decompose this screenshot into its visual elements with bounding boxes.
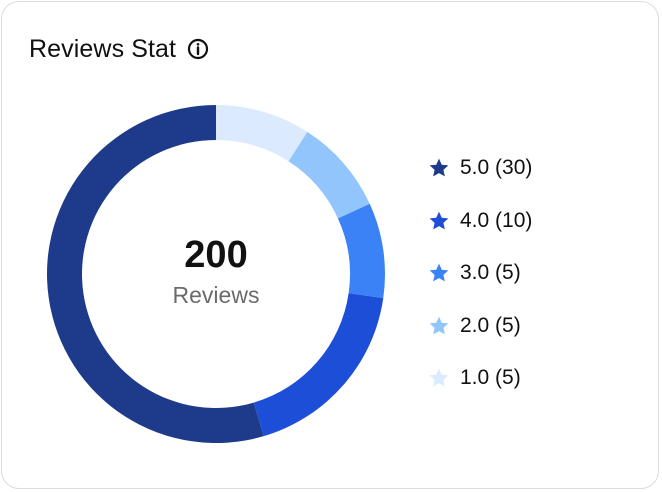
legend-star-shape (429, 316, 449, 334)
star-icon (429, 368, 449, 387)
donut-slice-5-0[interactable] (46, 105, 264, 444)
legend-label: 3.0 (5) (460, 261, 521, 284)
legend-label: 1.0 (5) (460, 366, 521, 389)
donut-slice-4-0[interactable] (253, 293, 384, 437)
reviews-donut-chart: 200 Reviews (46, 104, 386, 444)
legend-label: 4.0 (10) (460, 208, 533, 232)
legend-item-4-star: 4.0 (10) (428, 205, 628, 237)
info-circle-icon[interactable] (186, 37, 210, 61)
donut-slice-1-0[interactable] (216, 105, 308, 162)
legend-item-3-star: 3.0 (5) (428, 257, 628, 289)
star-icon (429, 158, 449, 177)
donut-slice-2-0[interactable] (288, 131, 370, 219)
star-icon (429, 316, 449, 334)
legend-item-1-star: 1.0 (5) (428, 362, 628, 394)
legend-star-shape (429, 211, 449, 229)
legend-label: 5.0 (30) (460, 156, 533, 179)
legend-label: 2.0 (5) (460, 313, 521, 337)
star-icon (429, 263, 449, 282)
donut-svg (46, 105, 385, 444)
rating-legend: 5.0 (30) 4.0 (10) 3.0 (5) 2.0 (5) 1.0 (5… (428, 152, 628, 415)
legend-star-shape (429, 263, 449, 282)
star-icon (429, 211, 449, 229)
card-header: Reviews Stat (29, 32, 210, 66)
legend-star-shape (429, 368, 449, 387)
donut-slice-3-0[interactable] (337, 203, 385, 299)
legend-item-2-star: 2.0 (5) (428, 310, 628, 342)
legend-item-5-star: 5.0 (30) (428, 152, 628, 184)
card-title: Reviews Stat (29, 35, 177, 63)
legend-star-shape (429, 158, 449, 177)
